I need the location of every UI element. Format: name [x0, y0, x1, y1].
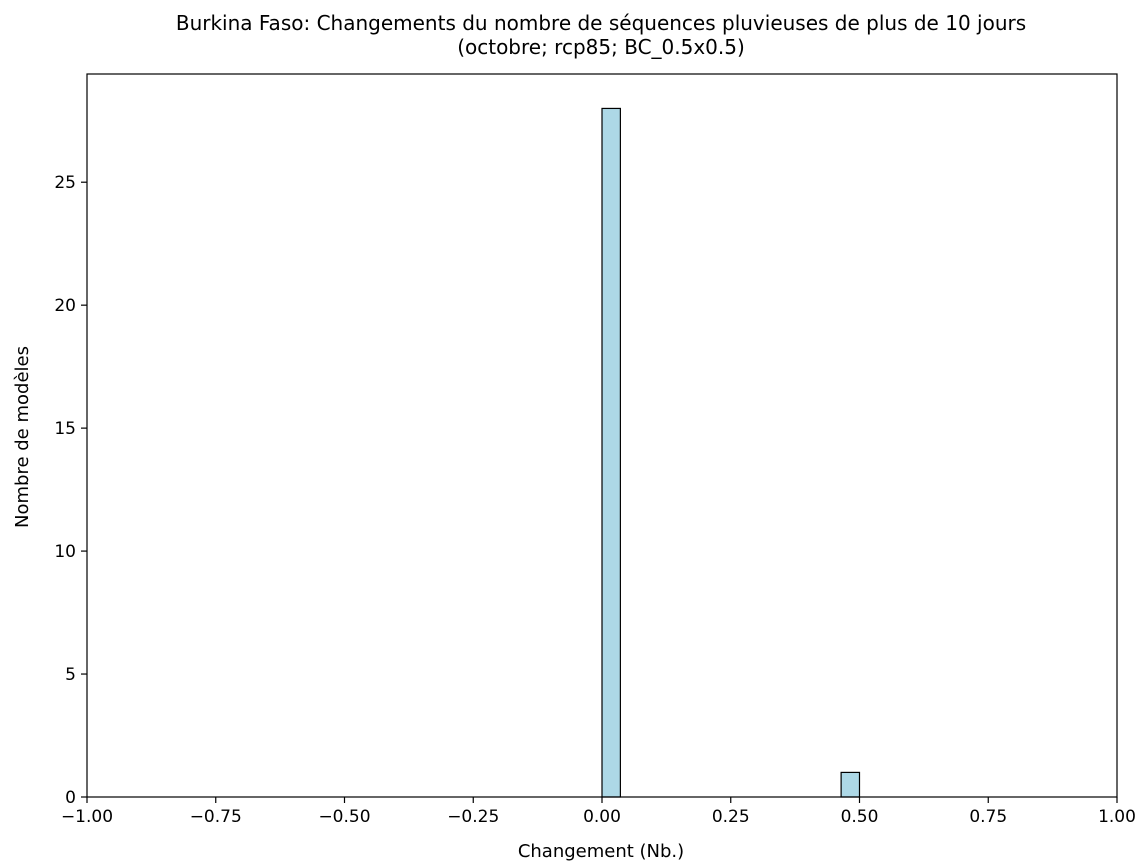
y-tick-label: 0	[65, 788, 76, 808]
chart-title: Burkina Faso: Changements du nombre de s…	[176, 11, 1026, 35]
x-tick-label: 0.00	[583, 807, 621, 827]
y-tick-label: 25	[54, 173, 76, 193]
x-tick-label: 0.50	[841, 807, 879, 827]
y-axis-label: Nombre de modèles	[12, 346, 33, 528]
x-tick-label: −0.50	[318, 807, 370, 827]
histogram-bar-2	[840, 771, 861, 798]
x-tick-label: 0.25	[712, 807, 750, 827]
chart-subtitle: (octobre; rcp85; BC_0.5x0.5)	[457, 35, 745, 59]
x-tick-label: −0.75	[190, 807, 242, 827]
y-tick-label: 5	[65, 665, 76, 685]
x-axis-label: Changement (Nb.)	[518, 841, 684, 862]
x-tick-label: −0.25	[447, 807, 499, 827]
y-axis-ticks: 0 5 10 15 20 25	[54, 173, 87, 808]
x-tick-label: 0.75	[969, 807, 1007, 827]
x-axis-ticks: −1.00 −0.75 −0.50 −0.25 0.00 0.25 0.50 0.75 1.00	[61, 797, 1136, 827]
y-tick-label: 15	[54, 419, 76, 439]
x-tick-label: 1.00	[1098, 807, 1136, 827]
y-tick-label: 20	[54, 296, 76, 316]
y-tick-label: 10	[54, 542, 76, 562]
histogram-bar-0	[601, 107, 621, 798]
x-tick-label: −1.00	[61, 807, 113, 827]
bars-group	[601, 107, 861, 798]
